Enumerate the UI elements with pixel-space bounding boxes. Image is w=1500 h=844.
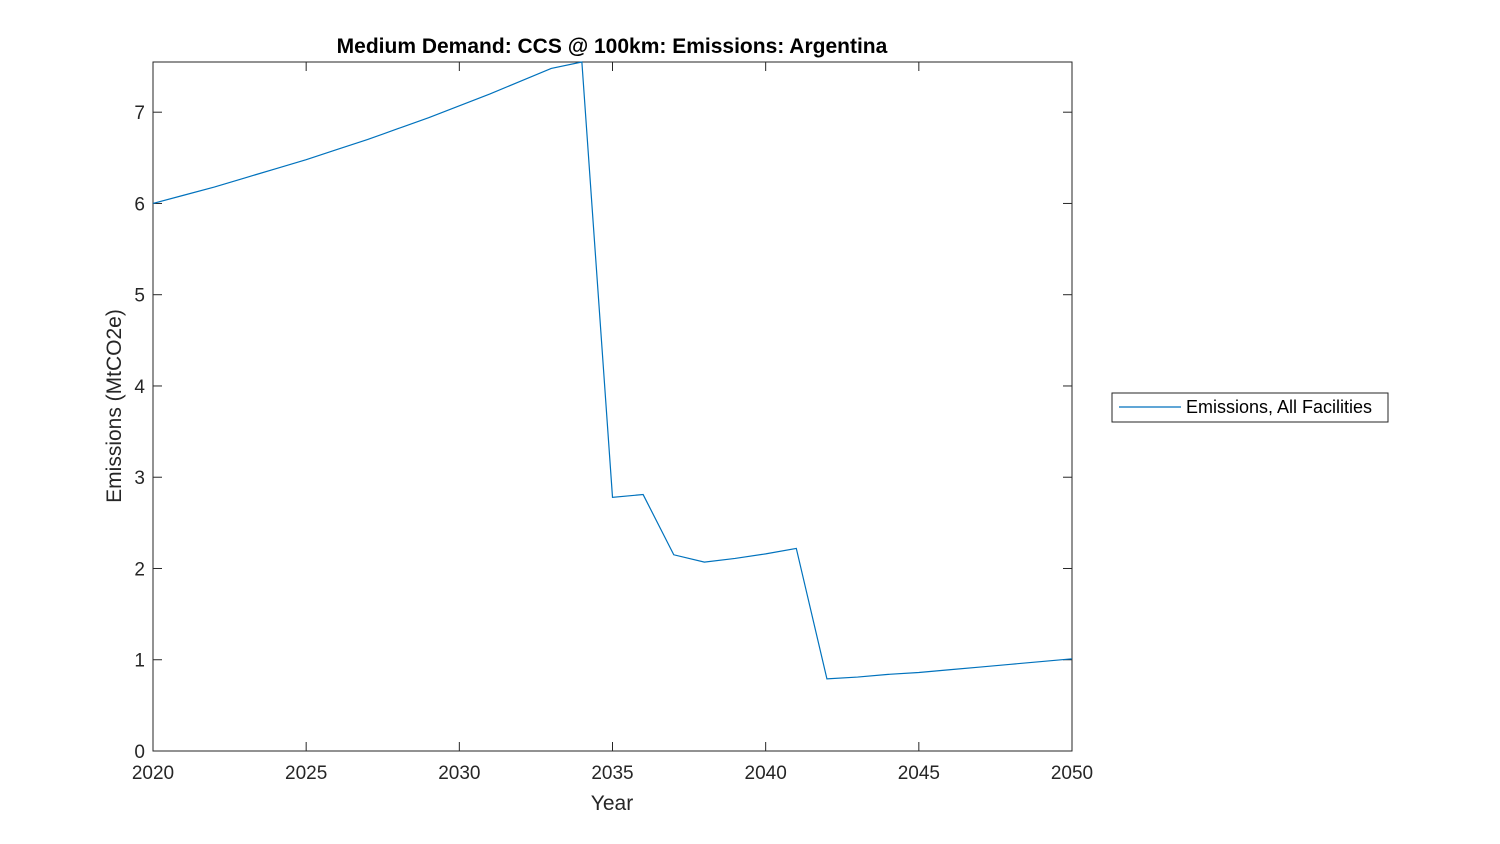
x-tick-label: 2040 — [745, 763, 787, 784]
x-axis: 2020 2025 2030 2035 2040 2045 2050 — [132, 62, 1093, 784]
y-tick-label: 3 — [134, 468, 145, 489]
y-tick-label: 5 — [134, 286, 145, 307]
y-tick-label: 2 — [134, 559, 145, 580]
series-line-emissions — [152, 61, 1073, 680]
x-tick-label: 2020 — [132, 763, 174, 784]
x-tick-label: 2025 — [285, 763, 327, 784]
y-tick-label: 7 — [134, 103, 145, 124]
y-axis: 0 1 2 3 4 5 6 7 — [134, 103, 1072, 763]
y-tick-label: 1 — [134, 651, 145, 672]
x-tick-label: 2045 — [898, 763, 940, 784]
legend-label: Emissions, All Facilities — [1186, 397, 1372, 417]
x-axis-label: Year — [591, 792, 633, 815]
legend: Emissions, All Facilities — [1111, 392, 1389, 423]
chart-title: Medium Demand: CCS @ 100km: Emissions: A… — [337, 35, 888, 58]
y-tick-label: 4 — [134, 377, 145, 398]
x-tick-label: 2035 — [591, 763, 633, 784]
x-tick-label: 2030 — [438, 763, 480, 784]
y-tick-label: 0 — [134, 742, 145, 763]
x-tick-label: 2050 — [1051, 763, 1093, 784]
y-axis-label: Emissions (MtCO2e) — [103, 309, 126, 503]
plot-area — [152, 61, 1073, 752]
y-tick-label: 6 — [134, 194, 145, 215]
